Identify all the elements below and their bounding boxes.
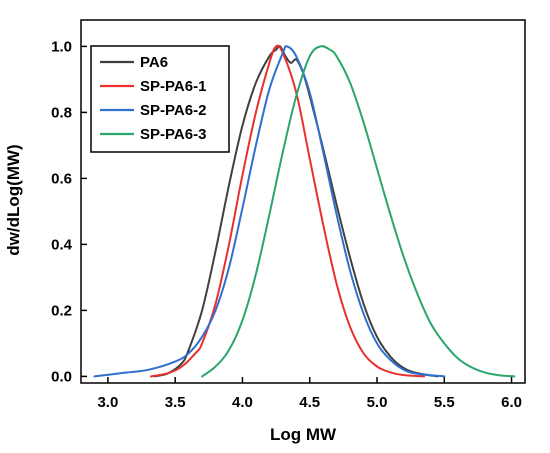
x-tick-label: 4.0 [232, 394, 253, 411]
y-axis-ticks: 0.0 0.2 0.4 0.6 0.8 1.0 [51, 38, 87, 385]
series-line-1 [154, 45, 439, 378]
x-axis-title: Log MW [270, 425, 337, 444]
x-tick-label: 3.0 [97, 394, 118, 411]
series-line-4 [201, 45, 516, 378]
y-tick-label: 0.8 [51, 104, 72, 121]
legend: PA6 SP-PA6-1 SP-PA6-2 SP-PA6-3 [90, 45, 230, 153]
y-tick-label: 0.4 [51, 236, 73, 253]
y-tick-label: 0.6 [51, 170, 72, 187]
series-layer [93, 44, 516, 378]
legend-label: SP-PA6-2 [140, 102, 206, 119]
legend-label: SP-PA6-3 [140, 126, 206, 143]
x-tick-label: 6.0 [501, 394, 522, 411]
x-tick-label: 3.5 [165, 394, 186, 411]
series-line-3 [93, 45, 446, 378]
y-axis-title: dw/dLog(MW) [4, 144, 23, 255]
x-tick-label: 4.5 [299, 394, 320, 411]
x-axis-ticks: 3.0 3.5 4.0 4.5 5.0 5.5 6.0 [97, 377, 522, 411]
x-tick-label: 5.5 [434, 394, 455, 411]
legend-label: PA6 [140, 54, 168, 71]
series-line-2 [149, 44, 426, 378]
y-tick-label: 0.2 [51, 302, 72, 319]
plot-frame [80, 19, 526, 384]
y-tick-label: 1.0 [51, 38, 72, 55]
legend-label: SP-PA6-1 [140, 78, 206, 95]
y-tick-label: 0.0 [51, 368, 72, 385]
x-tick-label: 5.0 [367, 394, 388, 411]
